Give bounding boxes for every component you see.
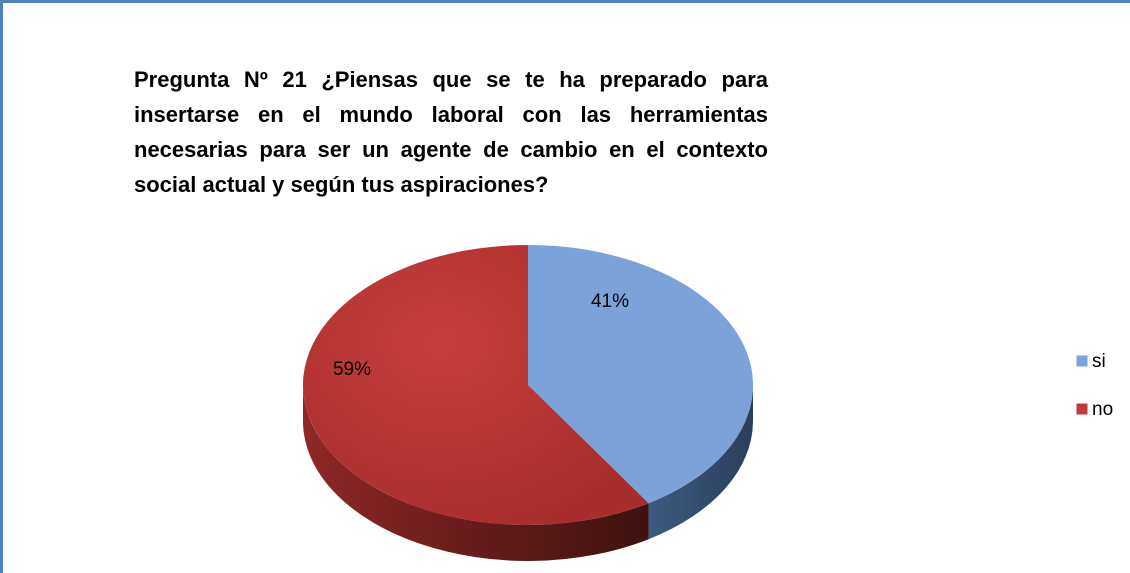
data-label: 41% bbox=[591, 291, 629, 312]
legend-label: si bbox=[1092, 351, 1106, 372]
legend-swatch bbox=[1075, 402, 1089, 416]
slice-side bbox=[303, 385, 649, 561]
chart-title: Pregunta Nº 21 ¿Piensas que se te ha pre… bbox=[134, 67, 768, 197]
slice bbox=[528, 245, 753, 504]
legend-label: no bbox=[1092, 399, 1113, 420]
data-label: 59% bbox=[333, 359, 371, 380]
slice bbox=[303, 245, 649, 525]
slice-side bbox=[648, 385, 753, 540]
legend-swatch bbox=[1075, 354, 1089, 368]
